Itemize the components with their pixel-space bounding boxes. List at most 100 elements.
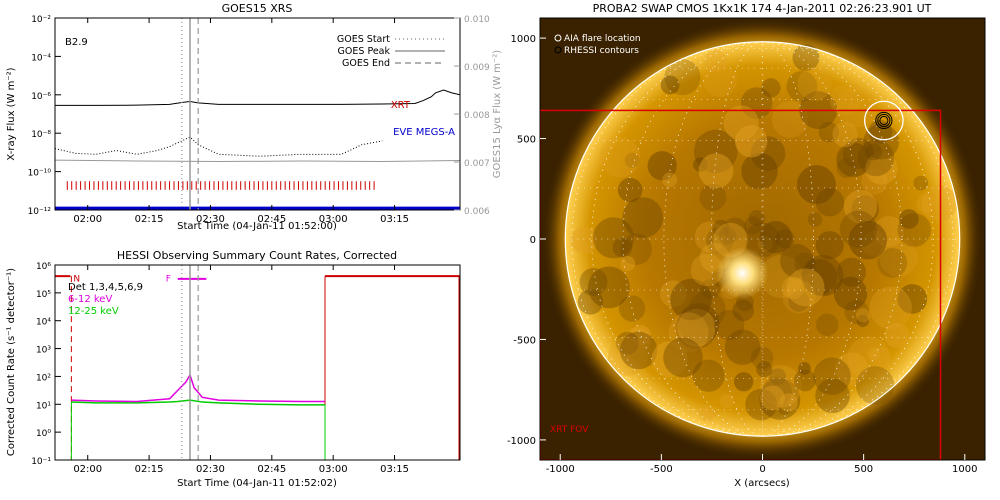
swap-texture-blob	[879, 237, 919, 277]
swap-legend-aia: AIA flare location	[564, 34, 641, 44]
swap-texture-blob	[836, 142, 871, 177]
goes-y2tick-label: 0.007	[464, 159, 490, 169]
swap-texture-blob	[734, 372, 754, 392]
swap-texture-blob	[662, 172, 678, 188]
swap-texture-blob	[659, 280, 687, 308]
goes-ytick-label: 10⁻¹²	[28, 207, 52, 217]
swap-rhessi-contour	[877, 113, 891, 128]
swap-texture-blob	[801, 259, 838, 296]
swap-image-layer	[540, 18, 984, 460]
swap-bright-region	[716, 247, 769, 300]
swap-texture-blob	[761, 376, 792, 407]
swap-texture-blob	[815, 378, 850, 414]
swap-texture-blob	[816, 313, 839, 337]
goes-y2tick-label: 0.006	[464, 207, 490, 217]
swap-texture-blob	[856, 314, 869, 328]
swap-texture-blob	[624, 152, 640, 168]
swap-texture-blob	[777, 401, 791, 415]
swap-texture-blob	[647, 151, 677, 181]
swap-texture-blob	[748, 210, 765, 227]
swap-xlabel: X (arcsecs)	[734, 478, 790, 489]
goes-ytick-label: 10⁻⁴	[31, 53, 51, 63]
goes-legend-end: GOES End	[342, 58, 390, 69]
goes-legend-start: GOES Start	[337, 34, 390, 45]
swap-texture-blob	[793, 369, 816, 392]
swap-texture-blob	[843, 189, 878, 224]
swap-xtick-label: -500	[650, 464, 673, 475]
swap-texture-blob	[848, 220, 888, 260]
swap-texture-blob	[801, 254, 844, 297]
goes-y2tick-label: 0.009	[464, 63, 490, 73]
swap-xrt-fov-box	[540, 109, 942, 460]
swap-texture-blob	[705, 226, 734, 255]
swap-texture-blob	[704, 50, 727, 73]
swap-texture-blob	[675, 307, 718, 349]
swap-rhessi-contour	[875, 111, 893, 130]
goes-ylabel: X-ray Flux (W m⁻²)	[6, 67, 17, 160]
hessi-ytick-label: 10⁻¹	[31, 457, 51, 467]
swap-image	[540, 18, 985, 460]
swap-rhessi-contour	[879, 115, 889, 126]
goes-xtick-label: 02:00	[73, 214, 102, 225]
swap-texture-blob	[865, 143, 883, 161]
swap-texture-blob	[855, 308, 871, 323]
swap-texture-blob	[835, 86, 878, 128]
swap-texture-blob	[750, 346, 774, 370]
swap-legend-rhessi: RHESSI contours	[564, 46, 639, 56]
swap-texture-blob	[723, 217, 747, 241]
swap-xtick-label: 500	[854, 464, 873, 475]
goes-ytick-label: 10⁻¹⁰	[28, 169, 52, 179]
hessi-xtick-label: 03:15	[380, 464, 409, 475]
swap-texture-blob	[757, 236, 773, 252]
goes-ytick-label: 10⁻²	[31, 15, 51, 25]
swap-texture-blob	[847, 336, 891, 380]
swap-xrt-fov-label: XRT FOV	[550, 425, 589, 435]
hessi-flare-flag-label: F	[166, 275, 171, 285]
swap-legend: AIA flare location RHESSI contours	[554, 34, 641, 56]
goes-xtick-label: 02:45	[257, 214, 286, 225]
swap-texture-blob	[759, 221, 793, 254]
swap-grid-longitude	[591, 41, 934, 437]
swap-texture-blob	[921, 185, 958, 222]
swap-texture-blob	[779, 393, 798, 412]
swap-texture-blob	[786, 71, 818, 102]
hessi-ytick-label: 10⁶	[36, 262, 51, 272]
hessi-title: HESSI Observing Summary Count Rates, Cor…	[117, 249, 397, 262]
swap-texture-blob	[775, 229, 795, 249]
hessi-legend-6-12: 6-12 keV	[68, 294, 112, 305]
swap-texture-blob	[734, 125, 768, 158]
swap-texture-blob	[815, 188, 845, 217]
swap-texture-blob	[851, 195, 880, 224]
goes-title: GOES15 XRS	[222, 2, 293, 15]
swap-texture-blob	[698, 153, 734, 189]
swap-texture-blob	[782, 280, 816, 314]
hessi-ytick-label: 10⁴	[36, 318, 51, 328]
swap-texture-blob	[694, 221, 726, 253]
swap-texture-blob	[677, 308, 716, 347]
swap-texture-blob	[844, 299, 870, 325]
swap-texture-blob	[693, 157, 708, 172]
goes-class-label: B2.9	[65, 37, 88, 48]
swap-texture-blob	[690, 253, 724, 287]
goes-panel: GOES15 XRS 02:00 02:15 02:30 02:45 03:00 03:1…	[6, 2, 503, 232]
swap-texture-blob	[877, 248, 908, 278]
swap-xtick-label: -1000	[546, 464, 575, 475]
swap-texture-blob	[815, 231, 844, 260]
swap-texture-blob	[617, 177, 643, 203]
swap-texture-blob	[579, 267, 608, 296]
swap-texture-blob	[869, 286, 912, 330]
swap-texture-blob	[865, 152, 898, 185]
swap-texture-blob	[870, 346, 891, 368]
swap-texture-blob	[699, 404, 716, 422]
hessi-xlabel: Start Time (04-Jan-11 01:52:02)	[177, 478, 337, 489]
swap-texture-blob	[724, 329, 761, 365]
goes-y2label: GOES15 Lyα Flux (W m⁻²)	[492, 50, 503, 178]
swap-grid-longitude	[761, 41, 764, 437]
hessi-xtick-label: 02:45	[257, 464, 286, 475]
swap-ytick-label: 500	[517, 135, 536, 146]
swap-xtick-label: 0	[759, 464, 765, 475]
hessi-xtick-label: 02:30	[196, 464, 225, 475]
swap-xtick-label: 1000	[952, 464, 977, 475]
swap-grid-longitude	[663, 41, 862, 437]
